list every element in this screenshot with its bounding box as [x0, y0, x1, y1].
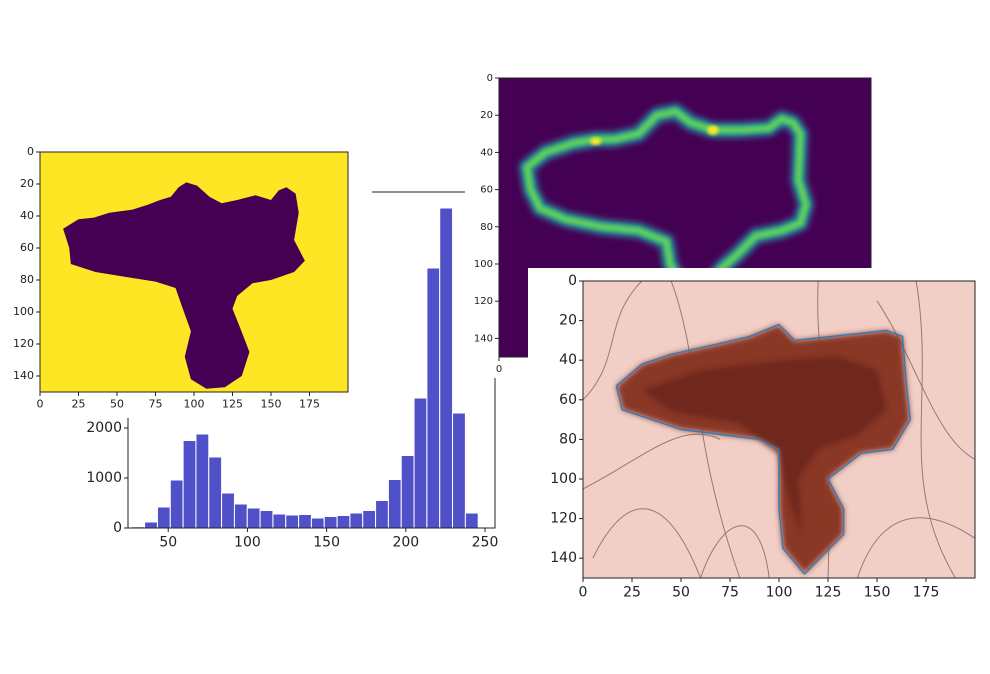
- x-tick-label: 0: [496, 364, 502, 375]
- x-tick-label: 75: [721, 584, 739, 600]
- bar: [233, 503, 248, 529]
- x-tick-label: 50: [110, 398, 124, 411]
- y-tick-label: 100: [474, 259, 493, 270]
- y-tick-label: 20: [480, 110, 493, 121]
- x-tick-label: 150: [261, 398, 282, 411]
- bar: [413, 397, 428, 529]
- x-tick-label: 175: [913, 584, 940, 600]
- hotspot: [590, 137, 602, 145]
- mask-figure: 0 25 50 75 100 125 150 175 0 20 40 60 80 100 120 140: [0, 140, 372, 418]
- y-tick-label: 60: [559, 392, 577, 408]
- lesion-mask: [63, 182, 305, 389]
- bar: [208, 456, 223, 529]
- y-tick-label: 0: [568, 273, 577, 289]
- x-tick-label: 150: [864, 584, 891, 600]
- x-tick-label: 75: [149, 398, 163, 411]
- x-tick-label: 200: [392, 534, 419, 550]
- y-tick-label: 140: [474, 333, 493, 344]
- x-tick-label: 0: [37, 398, 44, 411]
- lesion-outline: [615, 323, 912, 575]
- bar: [464, 512, 479, 529]
- y-tick-label: 0: [487, 73, 493, 84]
- x-tick-label: 150: [313, 534, 340, 550]
- bar: [336, 515, 351, 529]
- bar: [362, 510, 377, 529]
- y-tick-label: 120: [13, 337, 34, 350]
- bar: [259, 510, 274, 529]
- lesion-core: [641, 356, 887, 539]
- bar: [310, 517, 325, 529]
- bar: [272, 513, 287, 529]
- x-tick-label: 25: [72, 398, 86, 411]
- y-tick-label: 40: [559, 352, 577, 368]
- y-tick-label: 100: [13, 305, 34, 318]
- x-tick-label: 50: [159, 534, 177, 550]
- bar: [144, 521, 158, 529]
- x-tick-label: 25: [623, 584, 641, 600]
- y-tick-label: 0: [113, 520, 122, 536]
- x-tick-label: 50: [672, 584, 690, 600]
- x-tick-label: 0: [579, 584, 588, 600]
- y-tick-label: 100: [550, 471, 577, 487]
- bar: [426, 267, 441, 529]
- y-tick-label: 80: [20, 273, 34, 286]
- photo-figure: 0 25 50 75 100 125 150 175 0 20 40 60 80 100 120 140: [528, 268, 985, 612]
- bar: [285, 514, 300, 529]
- bar: [195, 433, 210, 529]
- x-tick-label: 125: [815, 584, 842, 600]
- y-tick-label: 0: [27, 145, 34, 158]
- bar: [375, 500, 389, 529]
- bar: [400, 455, 415, 529]
- bar: [349, 512, 364, 529]
- bar: [387, 479, 402, 529]
- x-tick-label: 250: [472, 534, 499, 550]
- bar: [452, 412, 466, 529]
- y-tick-label: 40: [20, 209, 34, 222]
- y-tick-label: 120: [550, 511, 577, 527]
- y-tick-label: 60: [480, 185, 493, 196]
- y-tick-label: 2000: [86, 420, 122, 436]
- x-tick-label: 125: [222, 398, 243, 411]
- bar: [169, 479, 184, 529]
- x-tick-label: 100: [234, 534, 261, 550]
- y-tick-label: 120: [474, 296, 493, 307]
- bar: [246, 507, 261, 529]
- mask-image: [63, 182, 305, 389]
- x-tick-label: 100: [766, 584, 793, 600]
- x-tick-label: 100: [184, 398, 205, 411]
- photo-image: [583, 281, 975, 578]
- y-tick-label: 40: [480, 147, 493, 158]
- y-tick-label: 20: [559, 313, 577, 329]
- hotspot: [707, 125, 719, 135]
- y-tick-label: 80: [480, 222, 493, 233]
- y-tick-label: 140: [550, 550, 577, 566]
- contour-core: [525, 109, 808, 294]
- bar: [221, 492, 235, 529]
- y-tick-label: 20: [20, 177, 34, 190]
- y-tick-label: 1000: [86, 470, 122, 486]
- bar: [298, 514, 312, 529]
- y-tick-label: 80: [559, 431, 577, 447]
- bar: [323, 516, 338, 529]
- x-tick-label: 175: [299, 398, 320, 411]
- y-tick-label: 60: [20, 241, 34, 254]
- bar: [156, 506, 171, 529]
- bar: [439, 207, 454, 529]
- y-tick-label: 140: [13, 369, 34, 382]
- bar: [182, 440, 197, 529]
